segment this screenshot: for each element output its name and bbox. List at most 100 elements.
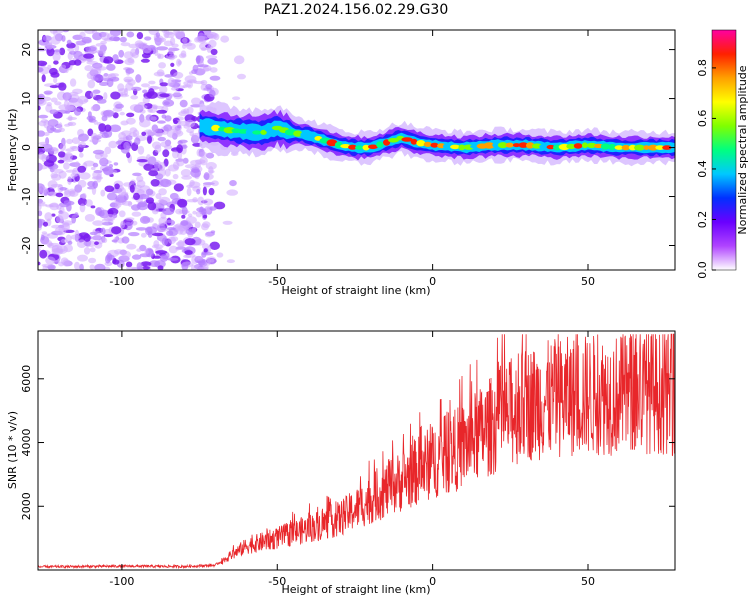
- noise-blob: [95, 43, 106, 47]
- noise-blob: [58, 170, 67, 179]
- noise-blob: [109, 124, 122, 133]
- noise-blob: [190, 168, 201, 178]
- noise-blob: [201, 208, 207, 216]
- noise-blob: [210, 230, 216, 234]
- noise-blob: [52, 166, 58, 170]
- noise-blob: [86, 72, 95, 80]
- noise-blob: [172, 161, 180, 170]
- noise-blob: [90, 91, 97, 98]
- noise-blob: [39, 201, 46, 205]
- noise-blob: [111, 226, 122, 235]
- y-tick-label: -10: [20, 188, 33, 206]
- noise-blob: [180, 50, 187, 58]
- figure-title: PAZ1.2024.156.02.29.G30: [264, 2, 449, 18]
- noise-blob: [123, 51, 134, 60]
- noise-blob: [210, 48, 218, 56]
- noise-blob: [74, 261, 80, 270]
- noise-blob: [151, 104, 158, 110]
- noise-blob: [47, 64, 52, 70]
- noise-blob: [156, 46, 169, 51]
- noise-blob: [90, 205, 96, 209]
- noise-blob: [151, 244, 164, 249]
- noise-blob: [120, 120, 129, 126]
- x-tick-label: -100: [109, 575, 134, 588]
- noise-blob: [90, 105, 97, 112]
- noise-blob: [53, 60, 59, 65]
- noise-blob: [92, 180, 99, 189]
- noise-blob: [113, 162, 119, 166]
- noise-blob: [174, 85, 179, 91]
- ridge-blob: [293, 130, 303, 137]
- noise-blob: [180, 169, 192, 177]
- noise-blob: [193, 80, 205, 85]
- noise-blob: [157, 120, 166, 124]
- noise-blob: [155, 32, 161, 38]
- noise-blob: [181, 175, 193, 180]
- noise-blob: [100, 227, 106, 235]
- noise-blob: [46, 240, 53, 248]
- ridge-blob: [355, 145, 364, 150]
- noise-blob: [62, 259, 71, 267]
- noise-blob: [173, 71, 184, 79]
- noise-blob: [89, 231, 98, 236]
- noise-blob: [226, 189, 238, 196]
- noise-blob: [51, 248, 63, 255]
- ridge-blob: [410, 138, 418, 145]
- noise-blob: [92, 220, 104, 226]
- noise-blob: [186, 106, 194, 115]
- noise-blob: [222, 220, 233, 225]
- noise-blob: [184, 164, 197, 169]
- noise-blob: [101, 115, 108, 122]
- snr-y-label: SNR (10 * v/v): [6, 411, 19, 489]
- noise-blob: [185, 216, 197, 224]
- noise-blob: [181, 262, 189, 270]
- noise-blob: [165, 219, 175, 223]
- noise-blob: [104, 185, 115, 193]
- ridge-blob: [307, 133, 316, 140]
- colorbar-ticks: 0.0 0.2 0.4 0.6 0.8: [696, 59, 716, 279]
- noise-blob: [72, 98, 84, 107]
- noise-blob: [47, 180, 58, 189]
- noise-blob: [190, 104, 203, 108]
- noise-blob: [162, 149, 170, 158]
- ridge-blob: [237, 129, 249, 134]
- noise-blob: [134, 137, 141, 145]
- ridge-blob: [614, 145, 624, 150]
- ridge-blob: [326, 139, 338, 147]
- noise-blob: [59, 47, 66, 56]
- noise-blob: [74, 212, 79, 217]
- noise-blob: [106, 78, 114, 88]
- noise-blob: [61, 35, 66, 42]
- noise-blob: [229, 180, 237, 187]
- noise-blob: [145, 226, 153, 236]
- noise-blob: [60, 238, 68, 244]
- noise-blob: [159, 196, 171, 204]
- noise-blob: [57, 151, 66, 158]
- noise-blob: [131, 204, 141, 211]
- noise-blob: [186, 187, 192, 197]
- noise-blob: [104, 124, 112, 132]
- noise-blob: [103, 109, 115, 117]
- noise-blob: [118, 210, 126, 218]
- ridge-blob: [634, 144, 646, 151]
- noise-blob: [38, 130, 46, 137]
- ridge-blob: [458, 144, 466, 151]
- noise-blob: [170, 62, 175, 67]
- noise-blob: [139, 119, 151, 128]
- ridge-blob: [423, 141, 432, 147]
- noise-blob: [46, 125, 52, 133]
- noise-blob: [209, 67, 218, 73]
- noise-blob: [66, 138, 73, 145]
- noise-blob: [45, 256, 56, 265]
- noise-blob: [69, 78, 77, 87]
- noise-blob: [90, 132, 98, 142]
- x-tick-label: -100: [109, 275, 134, 288]
- noise-blob: [85, 199, 93, 207]
- ridge-blob: [518, 142, 529, 148]
- noise-blob: [202, 264, 209, 270]
- noise-blob: [181, 206, 188, 216]
- noise-blob: [85, 46, 97, 52]
- snr-y-ticks: 2000 4000 6000: [20, 365, 675, 520]
- noise-blob: [58, 122, 63, 131]
- ridge-blob: [662, 145, 672, 150]
